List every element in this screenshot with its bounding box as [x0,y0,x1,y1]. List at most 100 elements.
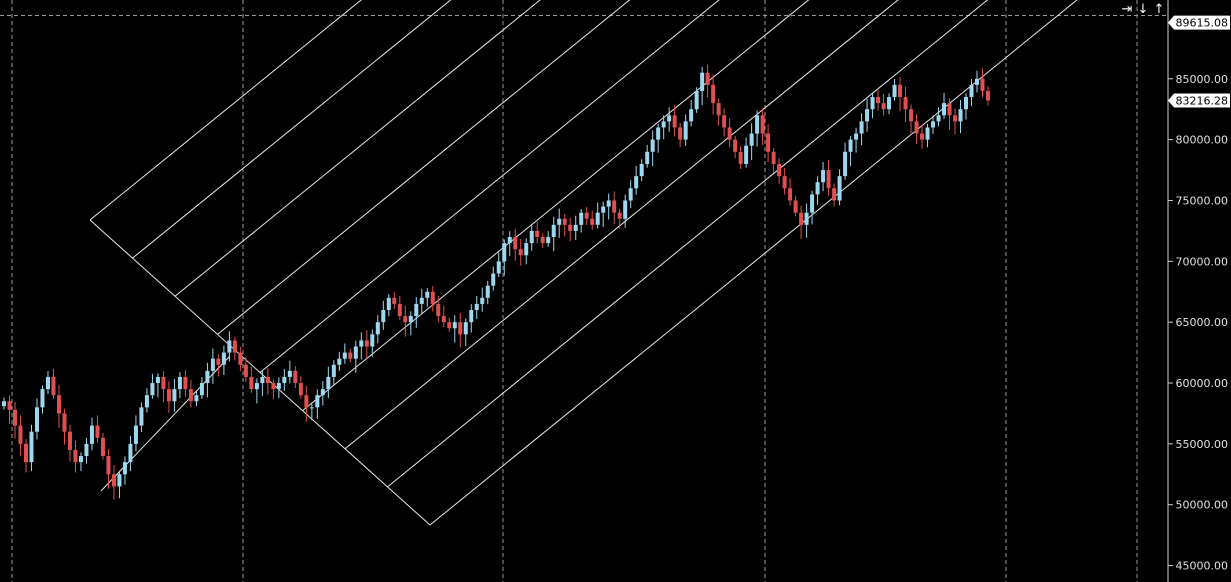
candle-body [804,212,809,225]
candle [375,315,380,344]
candle-body [617,212,622,219]
candle [73,440,78,473]
candle [645,144,650,168]
candle-body [254,383,259,390]
candle-body [408,316,413,323]
candle-body [40,389,45,408]
candle-body [485,285,490,298]
candle-body [238,352,243,365]
candle [733,135,738,159]
candle-body [298,383,303,396]
candle [84,438,89,464]
fan-line [174,0,541,297]
candle-body [502,243,507,262]
candle [243,356,248,382]
candle [799,205,804,240]
candle [18,415,23,456]
price-tag-last: 83216.28 [1168,93,1230,108]
candle [370,329,375,357]
candle [975,70,980,93]
candle [947,98,952,130]
candle [931,115,936,134]
candle-body [887,97,892,110]
candlestick-series[interactable] [2,64,990,500]
candle-body [810,194,815,213]
scroll-up-icon[interactable]: ↑ [1153,2,1165,17]
candle [502,239,507,276]
candle [667,107,672,132]
candle-body [216,358,221,365]
candle [254,378,259,404]
price-tags: 89615.08 83216.28 [1168,15,1230,108]
scroll-right-icon[interactable]: ⇥ [1121,2,1133,17]
candle [920,124,925,149]
candle [144,388,149,413]
candle-body [386,297,391,311]
candle [309,403,314,421]
candle [293,366,298,389]
candle [425,288,430,307]
candle [320,381,325,406]
candle [793,195,798,217]
candle [326,366,331,399]
price-tag-label: 89615.08 [1176,17,1229,30]
candle-body [964,97,969,110]
candle-body [496,261,501,274]
candle-body [111,474,116,487]
scroll-down-icon[interactable]: ↓ [1137,2,1149,17]
candle-body [326,376,331,390]
candle-body [760,115,765,134]
candle [964,93,969,120]
candle-body [942,103,947,116]
candle [238,346,243,372]
candle-body [271,383,276,390]
candle [760,108,765,146]
candle-body [232,340,237,353]
candle [634,165,639,195]
candle [7,395,12,425]
candle-body [876,97,881,104]
candle [524,238,529,265]
candle-body [34,407,39,432]
candle [56,384,61,428]
candle-body [491,273,496,286]
candle-body [892,84,897,98]
candle-body [320,389,325,396]
candle [40,385,45,414]
candle-body [282,376,287,384]
candle [183,370,188,397]
fan-line [302,0,810,412]
candle-body [62,413,67,432]
candle-body [661,121,666,128]
fan-line [259,0,720,373]
candle-body [909,109,914,122]
candle-body [590,218,595,225]
channel-lines[interactable] [89,0,1120,526]
candle [903,86,908,123]
candle [854,127,859,153]
candle [887,93,892,115]
candle [601,201,606,228]
candle-body [925,127,930,140]
candle-body [777,163,782,177]
candle [518,238,523,266]
candle-body [370,334,375,347]
candle [304,386,309,422]
candle [551,216,556,252]
candle [749,123,754,161]
candle-body [144,395,149,408]
candle-body [414,303,419,317]
candle [672,105,677,137]
candle-body [920,133,925,140]
fan-line [132,0,452,259]
candle-body [914,121,919,134]
candle [738,145,743,169]
candle [408,311,413,336]
candle [617,208,622,230]
candle-body [689,109,694,122]
candle [612,191,617,225]
candle [650,130,655,167]
candle [177,372,182,399]
candle [315,389,320,420]
